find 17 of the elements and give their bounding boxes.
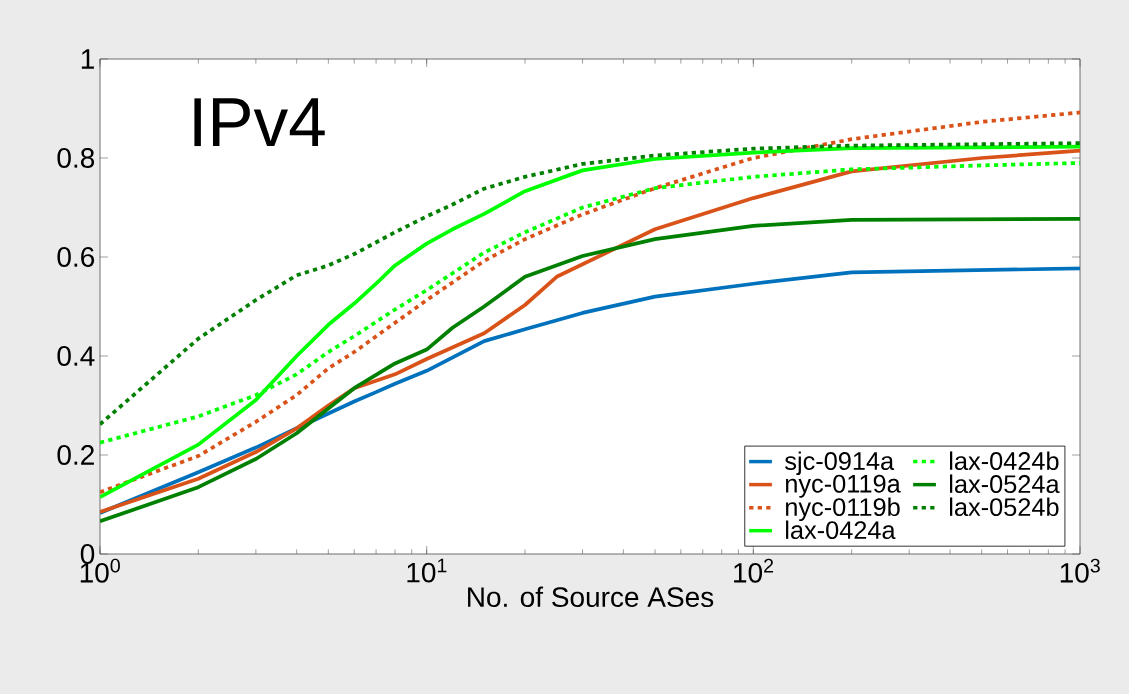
y-tick-label: 0.4: [57, 346, 95, 366]
legend-label: lax-0424b: [950, 451, 1059, 471]
legend-label: lax-0524b: [950, 497, 1059, 517]
legend-label: sjc-0914a: [785, 451, 895, 476]
x-axis-title: No. of Source ASes: [468, 586, 714, 608]
legend-label: nyc-0119b: [786, 497, 900, 522]
x-tick-label: 10$^{1}$: [407, 558, 447, 583]
legend-label: lax-0524a: [950, 474, 1060, 494]
legend-label: nyc-0119a: [786, 474, 901, 498]
legend-label: lax-0424a: [786, 520, 896, 540]
y-tick-label: 0.8: [57, 148, 95, 168]
x-tick-label: 10$^{2}$: [734, 558, 774, 583]
y-tick-label: 1: [81, 49, 94, 69]
y-tick-label: 0.2: [57, 445, 94, 465]
y-tick-label: 0.6: [57, 247, 95, 267]
annotation: IPv4: [194, 98, 325, 147]
x-tick-label: 10$^{3}$: [1060, 558, 1100, 583]
